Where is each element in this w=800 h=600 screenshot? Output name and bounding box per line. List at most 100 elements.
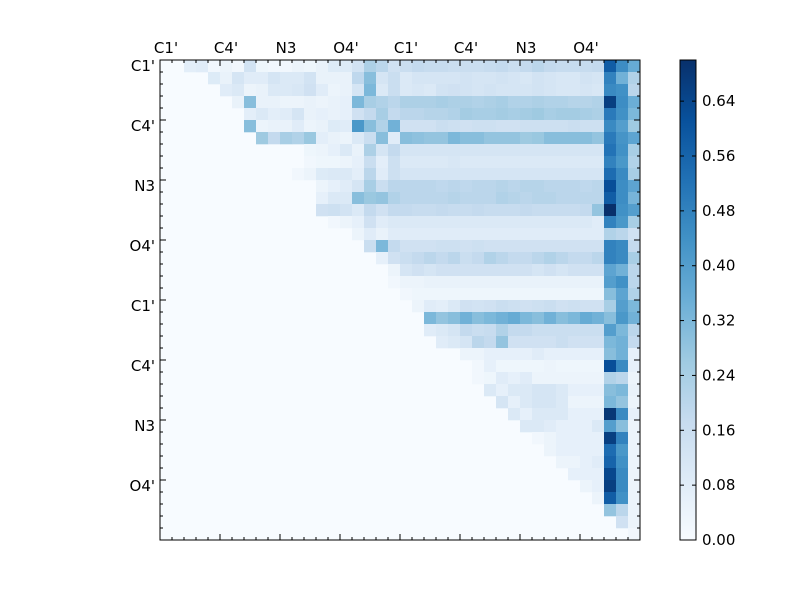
heatmap-cell xyxy=(604,324,617,337)
heatmap-cell xyxy=(508,228,521,241)
heatmap-cell xyxy=(604,360,617,373)
heatmap-cell xyxy=(556,84,569,97)
axis-minor-ticks xyxy=(159,59,641,541)
heatmap-cell xyxy=(352,180,365,193)
heatmap-cell xyxy=(628,516,641,529)
heatmap-cell xyxy=(388,120,401,133)
heatmap-cell xyxy=(520,408,533,421)
heatmap-cell xyxy=(616,300,629,313)
heatmap-cell xyxy=(304,96,317,109)
heatmap-cell xyxy=(568,336,581,349)
heatmap-cell xyxy=(400,276,413,289)
heatmap-cell xyxy=(628,228,641,241)
heatmap-cell xyxy=(628,432,641,445)
heatmap-cell xyxy=(544,372,557,385)
heatmap-cell xyxy=(304,84,317,97)
heatmap-cell xyxy=(448,324,461,337)
heatmap-cell xyxy=(568,216,581,229)
heatmap-cell xyxy=(220,84,233,97)
heatmap-cell xyxy=(580,396,593,409)
heatmap-cell xyxy=(472,156,485,169)
heatmap-cell xyxy=(520,180,533,193)
heatmap-cell xyxy=(556,372,569,385)
heatmap-cell xyxy=(448,216,461,229)
heatmap-cell xyxy=(460,252,473,265)
heatmap-cell xyxy=(628,240,641,253)
heatmap-cell xyxy=(376,120,389,133)
heatmap-cell xyxy=(592,180,605,193)
heatmap-cell xyxy=(460,240,473,253)
heatmap-cell xyxy=(616,228,629,241)
heatmap-cell xyxy=(508,96,521,109)
heatmap-cell xyxy=(604,156,617,169)
colorbar-tick-label: 0.48 xyxy=(702,202,735,220)
colorbar-tick-label: 0.16 xyxy=(702,421,735,439)
heatmap-cell xyxy=(472,84,485,97)
heatmap-cell xyxy=(424,168,437,181)
heatmap-cell xyxy=(568,264,581,277)
heatmap-cell xyxy=(424,96,437,109)
heatmap-cell xyxy=(436,204,449,217)
heatmap-cell xyxy=(544,408,557,421)
heatmap-cell xyxy=(556,264,569,277)
heatmap-cell xyxy=(472,132,485,145)
heatmap-cell xyxy=(556,300,569,313)
heatmap-cell xyxy=(376,132,389,145)
heatmap-cell xyxy=(616,192,629,205)
heatmap-cell xyxy=(424,60,437,73)
heatmap-cell xyxy=(424,324,437,337)
heatmap-cell xyxy=(580,216,593,229)
heatmap-cell xyxy=(328,120,341,133)
heatmap-cell xyxy=(436,132,449,145)
heatmap-cell xyxy=(532,240,545,253)
heatmap-cell xyxy=(448,72,461,85)
heatmap-cell xyxy=(232,96,245,109)
heatmap-cell xyxy=(220,72,233,85)
heatmap-cell xyxy=(412,216,425,229)
heatmap-cell xyxy=(616,504,629,517)
heatmap-cell xyxy=(544,132,557,145)
heatmap-cell xyxy=(508,384,521,397)
heatmap-cell xyxy=(436,240,449,253)
heatmap-cell xyxy=(592,144,605,157)
heatmap-cell xyxy=(400,72,413,85)
heatmap-cell xyxy=(256,72,269,85)
heatmap-cell xyxy=(340,72,353,85)
heatmap-cell xyxy=(544,420,557,433)
heatmap-cell xyxy=(304,120,317,133)
heatmap-cell xyxy=(496,204,509,217)
heatmap-cell xyxy=(532,60,545,73)
heatmap-cell xyxy=(472,348,485,361)
heatmap-cell xyxy=(424,252,437,265)
heatmap-cell xyxy=(616,204,629,217)
heatmap-cell xyxy=(604,252,617,265)
heatmap-cell xyxy=(592,204,605,217)
heatmap-cell xyxy=(616,264,629,277)
heatmap-cell xyxy=(580,432,593,445)
heatmap-cell xyxy=(412,240,425,253)
heatmap-cell xyxy=(388,204,401,217)
heatmap-cell xyxy=(496,312,509,325)
heatmap-cell xyxy=(544,216,557,229)
heatmap-cell xyxy=(592,348,605,361)
heatmap-cell xyxy=(436,120,449,133)
heatmap-cell xyxy=(460,348,473,361)
heatmap-cell xyxy=(388,264,401,277)
heatmap-cell xyxy=(568,468,581,481)
heatmap-cell xyxy=(628,444,641,457)
heatmap-cell xyxy=(544,120,557,133)
heatmap-cell xyxy=(580,324,593,337)
heatmap-cell xyxy=(460,168,473,181)
heatmap-cell xyxy=(520,360,533,373)
heatmap-cell xyxy=(628,156,641,169)
heatmap-cell xyxy=(616,288,629,301)
heatmap-cell xyxy=(556,216,569,229)
heatmap-cell xyxy=(604,144,617,157)
heatmap-cell xyxy=(592,96,605,109)
heatmap-cell xyxy=(484,132,497,145)
heatmap-cell xyxy=(568,60,581,73)
heatmap-cell xyxy=(604,132,617,145)
heatmap-cell xyxy=(472,228,485,241)
heatmap-cell xyxy=(508,216,521,229)
heatmap-cell xyxy=(628,504,641,517)
